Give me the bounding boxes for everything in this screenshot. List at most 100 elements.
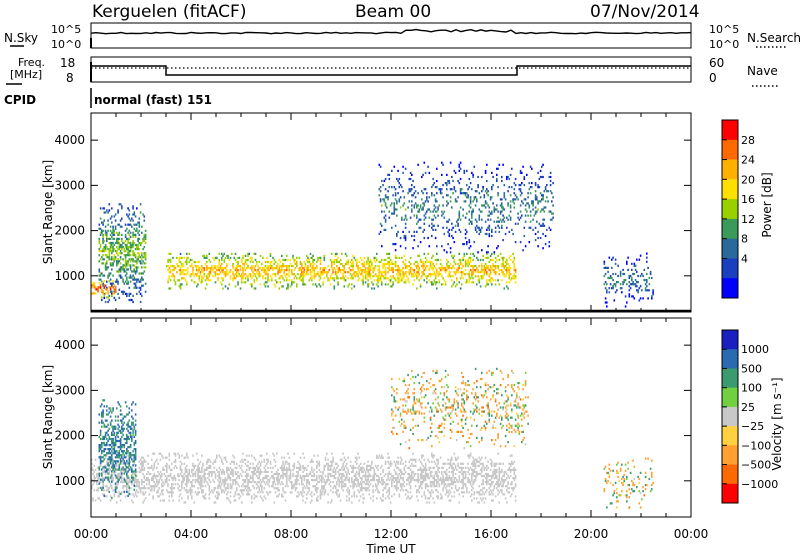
heatmap-cell xyxy=(511,167,513,170)
heatmap-cell xyxy=(331,460,333,463)
heatmap-cell xyxy=(423,252,426,255)
heatmap-cell xyxy=(271,279,273,282)
heatmap-cell xyxy=(121,252,123,255)
heatmap-cell xyxy=(378,279,381,282)
heatmap-cell xyxy=(247,277,249,280)
heatmap-cell xyxy=(108,487,111,490)
heatmap-cell xyxy=(403,196,406,199)
heatmap-cell xyxy=(123,470,126,474)
heatmap-cell xyxy=(286,265,288,268)
heatmap-cell xyxy=(127,262,129,265)
heatmap-cell xyxy=(221,262,223,266)
heatmap-cell xyxy=(247,487,249,490)
heatmap-cell xyxy=(256,271,258,274)
heatmap-cell xyxy=(363,271,366,274)
heatmap-cell xyxy=(392,271,394,274)
heatmap-cell xyxy=(114,225,117,228)
heatmap-cell xyxy=(538,222,541,225)
heatmap-cell xyxy=(411,273,413,276)
heatmap-cell xyxy=(417,262,419,266)
heatmap-cell xyxy=(218,273,221,276)
heatmap-cell xyxy=(292,468,294,471)
heatmap-cell xyxy=(381,204,383,207)
heatmap-cell xyxy=(244,458,247,461)
heatmap-cell xyxy=(273,273,276,276)
heatmap-cell xyxy=(359,466,362,469)
heatmap-cell xyxy=(214,271,217,274)
heatmap-cell xyxy=(379,260,382,264)
heatmap-cell xyxy=(141,294,143,297)
heatmap-cell xyxy=(201,269,203,272)
heatmap-cell xyxy=(314,487,317,490)
heatmap-cell xyxy=(441,188,443,191)
heatmap-cell xyxy=(317,454,319,457)
heatmap-cell xyxy=(143,481,146,484)
heatmap-cell xyxy=(99,243,102,247)
heatmap-cell xyxy=(186,470,188,474)
heatmap-cell xyxy=(329,466,332,469)
heatmap-cell xyxy=(96,483,98,486)
heatmap-cell xyxy=(249,477,252,480)
heatmap-cell xyxy=(542,198,544,201)
heatmap-cell xyxy=(296,470,298,474)
heatmap-cell xyxy=(503,194,506,197)
heatmap-cell xyxy=(126,237,128,240)
heatmap-cell xyxy=(292,265,294,268)
heatmap-cell xyxy=(457,196,459,199)
heatmap-cell xyxy=(339,258,342,262)
heatmap-cell xyxy=(442,267,444,270)
heatmap-cell xyxy=(393,212,396,215)
heatmap-cell xyxy=(123,264,126,267)
heatmap-cell xyxy=(474,190,477,193)
heatmap-cell xyxy=(519,188,522,191)
heatmap-cell xyxy=(447,220,449,223)
heatmap-cell xyxy=(447,179,449,183)
heatmap-cell xyxy=(622,268,624,271)
heatmap-cell xyxy=(381,179,383,183)
heatmap-cell xyxy=(117,483,119,486)
colorbar-frame xyxy=(721,119,739,299)
heatmap-cell xyxy=(503,265,506,268)
heatmap-cell xyxy=(229,485,232,488)
heatmap-cell xyxy=(424,188,427,191)
heatmap-cell xyxy=(491,212,493,215)
heatmap-cell xyxy=(327,265,329,268)
heatmap-cell xyxy=(187,256,189,259)
heatmap-cell xyxy=(336,493,338,496)
heatmap-cell xyxy=(349,277,352,280)
heatmap-cell xyxy=(194,491,197,494)
heatmap-cell xyxy=(552,204,554,207)
heatmap-cell xyxy=(354,477,357,480)
heatmap-cell xyxy=(436,262,438,266)
heatmap-cell xyxy=(332,460,334,463)
heatmap-cell xyxy=(177,279,179,282)
heatmap-cell xyxy=(548,245,551,248)
heatmap-cell xyxy=(469,260,472,264)
heatmap-cell xyxy=(372,271,374,274)
heatmap-cell xyxy=(297,466,299,469)
heatmap-cell xyxy=(359,495,362,498)
heatmap-cell xyxy=(181,497,183,500)
heatmap-cell xyxy=(269,462,272,465)
heatmap-cell xyxy=(487,194,489,197)
heatmap-cell xyxy=(327,279,329,282)
heatmap-cell xyxy=(292,485,294,488)
heatmap-cell xyxy=(173,277,176,280)
heatmap-cell xyxy=(119,203,122,206)
heatmap-cell xyxy=(509,258,512,262)
heatmap-cell xyxy=(103,239,106,243)
heatmap-cell xyxy=(259,495,262,498)
heatmap-cell xyxy=(434,228,437,231)
heatmap-cell xyxy=(94,286,97,289)
heatmap-cell xyxy=(421,175,423,179)
heatmap-cell xyxy=(93,477,96,480)
heatmap-cell xyxy=(232,262,234,266)
heatmap-cell xyxy=(363,265,366,268)
heatmap-cell xyxy=(146,477,148,480)
heatmap-cell xyxy=(422,262,424,266)
heatmap-cell xyxy=(369,265,372,268)
heatmap-cell xyxy=(94,292,97,295)
heatmap-cell xyxy=(474,196,477,199)
heatmap-cell xyxy=(199,487,202,490)
heatmap-cell xyxy=(346,472,348,476)
